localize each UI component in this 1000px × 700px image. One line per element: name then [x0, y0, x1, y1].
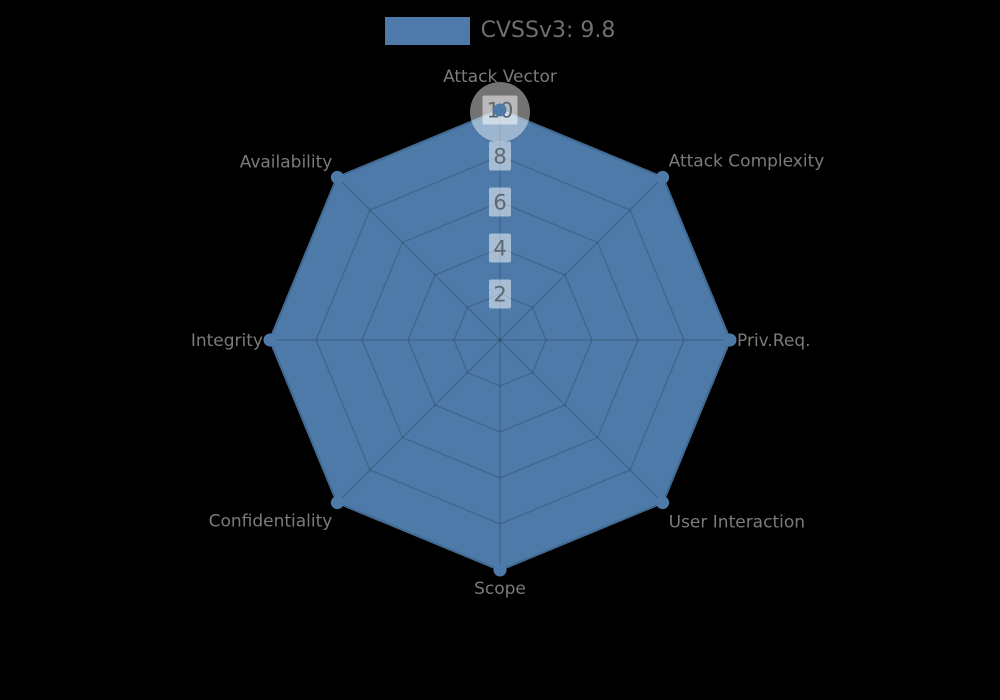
- tick-backdrop: [489, 141, 511, 171]
- axis-label: Attack Vector: [443, 67, 557, 87]
- data-point: [263, 333, 277, 347]
- grid-spoke: [499, 339, 664, 504]
- axis-label: Priv.Req.: [737, 331, 811, 351]
- tick-label: 6: [493, 191, 506, 215]
- grid-ring: [407, 247, 593, 433]
- axis-label: User Interaction: [669, 513, 805, 533]
- data-point: [493, 563, 507, 577]
- data-point: [330, 496, 344, 510]
- tick-label: 8: [493, 145, 506, 169]
- axis-label: Integrity: [191, 331, 263, 351]
- data-point: [330, 170, 344, 184]
- axis-label: Confidentiality: [209, 512, 333, 532]
- tick-backdrop: [489, 279, 511, 309]
- axis-label: Availability: [240, 152, 333, 172]
- tick-label: 2: [493, 283, 506, 307]
- grid-spoke: [336, 176, 501, 341]
- tick-backdrop: [489, 233, 511, 263]
- grid-ring: [453, 293, 547, 387]
- data-point: [723, 333, 737, 347]
- grid-ring: [361, 201, 639, 479]
- grid-spoke: [499, 176, 664, 341]
- axis-label: Attack Complexity: [669, 151, 825, 171]
- data-point: [493, 103, 507, 117]
- grid-spoke: [336, 339, 501, 504]
- axis-label: Scope: [474, 579, 526, 599]
- tick-backdrop: [489, 187, 511, 217]
- data-point: [656, 496, 670, 510]
- data-point: [656, 170, 670, 184]
- grid-ring: [315, 155, 685, 525]
- tick-label: 4: [493, 237, 506, 261]
